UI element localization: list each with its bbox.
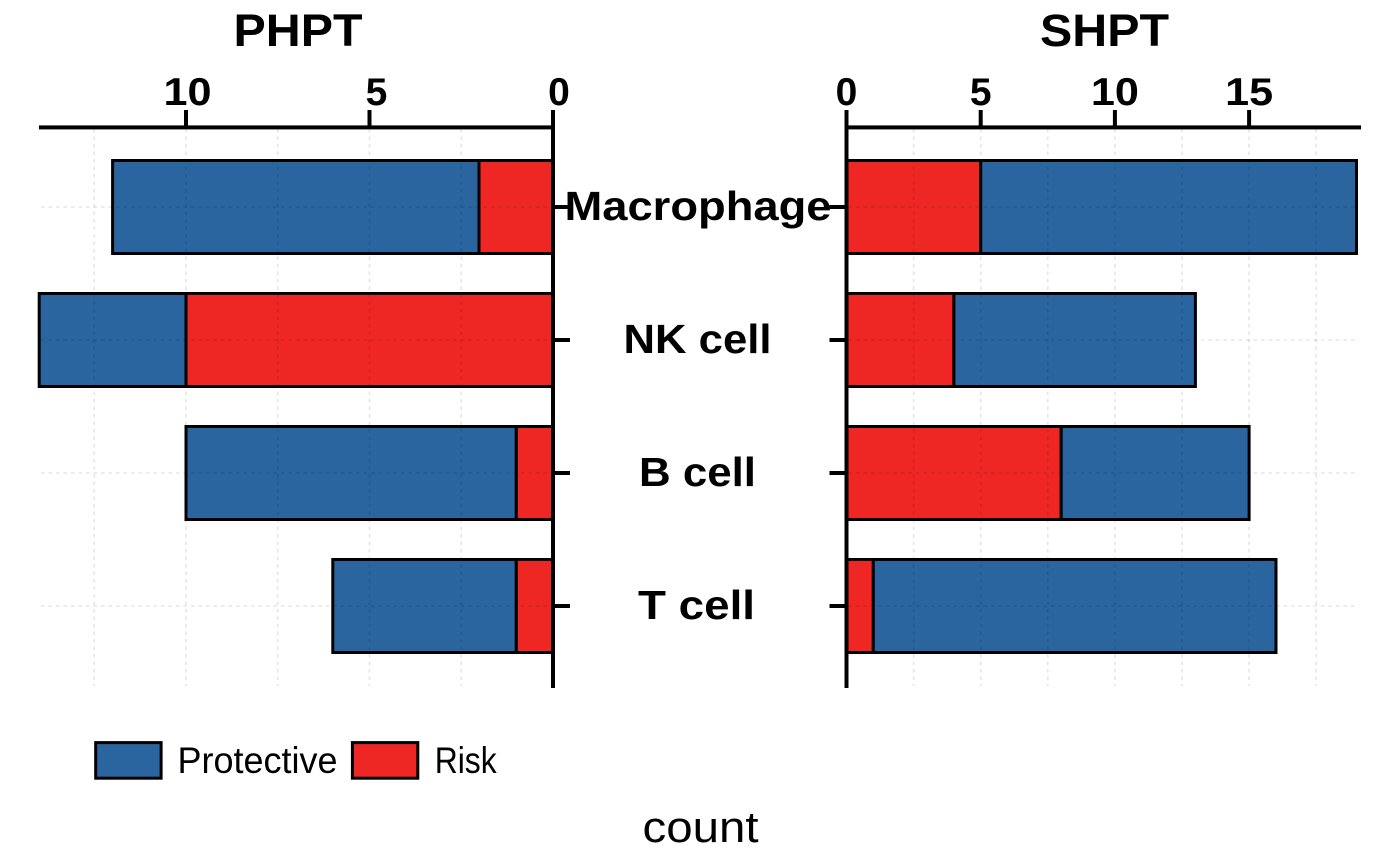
svg-text:Macrophage: Macrophage xyxy=(565,183,832,229)
svg-text:15: 15 xyxy=(1225,71,1273,114)
svg-text:count: count xyxy=(643,803,759,852)
svg-text:NK cell: NK cell xyxy=(624,316,772,362)
svg-text:Protective: Protective xyxy=(178,739,338,781)
svg-text:10: 10 xyxy=(1091,71,1139,114)
svg-text:T cell: T cell xyxy=(638,582,755,628)
svg-text:0: 0 xyxy=(548,71,570,114)
svg-text:5: 5 xyxy=(970,71,992,114)
svg-text:10: 10 xyxy=(164,71,212,114)
svg-text:Risk: Risk xyxy=(435,739,497,781)
svg-text:0: 0 xyxy=(836,71,858,114)
svg-text:SHPT: SHPT xyxy=(1040,5,1169,56)
svg-text:B cell: B cell xyxy=(639,449,756,495)
svg-text:5: 5 xyxy=(366,71,388,114)
svg-text:PHPT: PHPT xyxy=(234,5,363,56)
